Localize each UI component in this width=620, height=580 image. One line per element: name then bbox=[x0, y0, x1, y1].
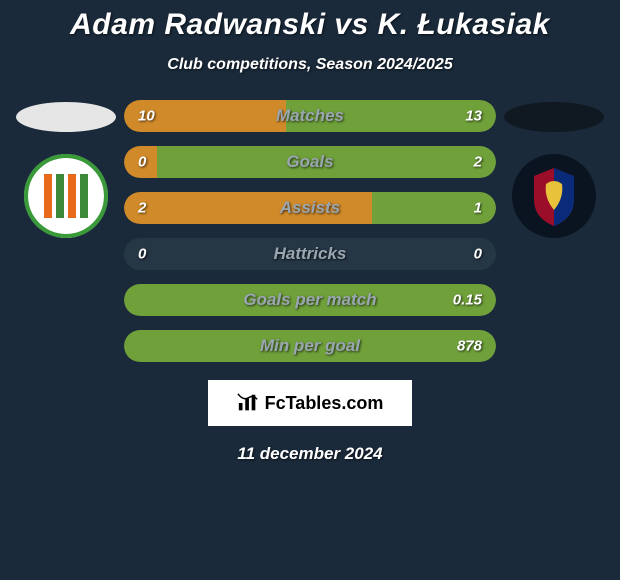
player-right-column bbox=[504, 98, 604, 238]
player-left-column bbox=[16, 98, 116, 238]
date-label: 11 december 2024 bbox=[237, 444, 382, 464]
chart-bars-icon bbox=[237, 392, 259, 414]
subtitle: Club competitions, Season 2024/2025 bbox=[167, 56, 452, 74]
logo-text: FcTables.com bbox=[265, 393, 384, 414]
stat-value-right: 2 bbox=[474, 154, 482, 171]
stat-label: Matches bbox=[124, 106, 496, 126]
stat-bar: Goals per match0.15 bbox=[124, 284, 496, 316]
fctables-logo: FcTables.com bbox=[208, 380, 412, 426]
stat-value-right: 1 bbox=[474, 200, 482, 217]
stat-value-right: 13 bbox=[465, 108, 482, 125]
stat-bar: Hattricks0 0 bbox=[124, 238, 496, 270]
player-left-badge bbox=[24, 154, 108, 238]
stat-bar: Matches10 13 bbox=[124, 100, 496, 132]
stat-value-left: 10 bbox=[138, 108, 155, 125]
stat-label: Goals per match bbox=[124, 290, 496, 310]
player-left-ellipse bbox=[16, 102, 116, 132]
infographic-root: Adam Radwanski vs K. Łukasiak Club compe… bbox=[0, 0, 620, 580]
stat-label: Min per goal bbox=[124, 336, 496, 356]
page-title: Adam Radwanski vs K. Łukasiak bbox=[70, 8, 550, 42]
club-badge-left-icon bbox=[24, 154, 108, 238]
player-right-badge bbox=[512, 154, 596, 238]
player-right-ellipse bbox=[504, 102, 604, 132]
stat-label: Hattricks bbox=[124, 244, 496, 264]
stat-value-right: 878 bbox=[457, 338, 482, 355]
stat-value-left: 0 bbox=[138, 154, 146, 171]
stat-value-right: 0 bbox=[474, 246, 482, 263]
stat-bar: Goals0 2 bbox=[124, 146, 496, 178]
stats-column: Matches1013Goals02Assists21Hattricks00Go… bbox=[124, 98, 496, 362]
stat-label: Assists bbox=[124, 198, 496, 218]
stat-bar: Min per goal878 bbox=[124, 330, 496, 362]
stat-value-right: 0.15 bbox=[453, 292, 482, 309]
stat-bar: Assists2 1 bbox=[124, 192, 496, 224]
stat-label: Goals bbox=[124, 152, 496, 172]
stat-value-left: 0 bbox=[138, 246, 146, 263]
main-row: Matches1013Goals02Assists21Hattricks00Go… bbox=[0, 98, 620, 362]
stat-value-left: 2 bbox=[138, 200, 146, 217]
club-badge-right-icon bbox=[512, 154, 596, 238]
